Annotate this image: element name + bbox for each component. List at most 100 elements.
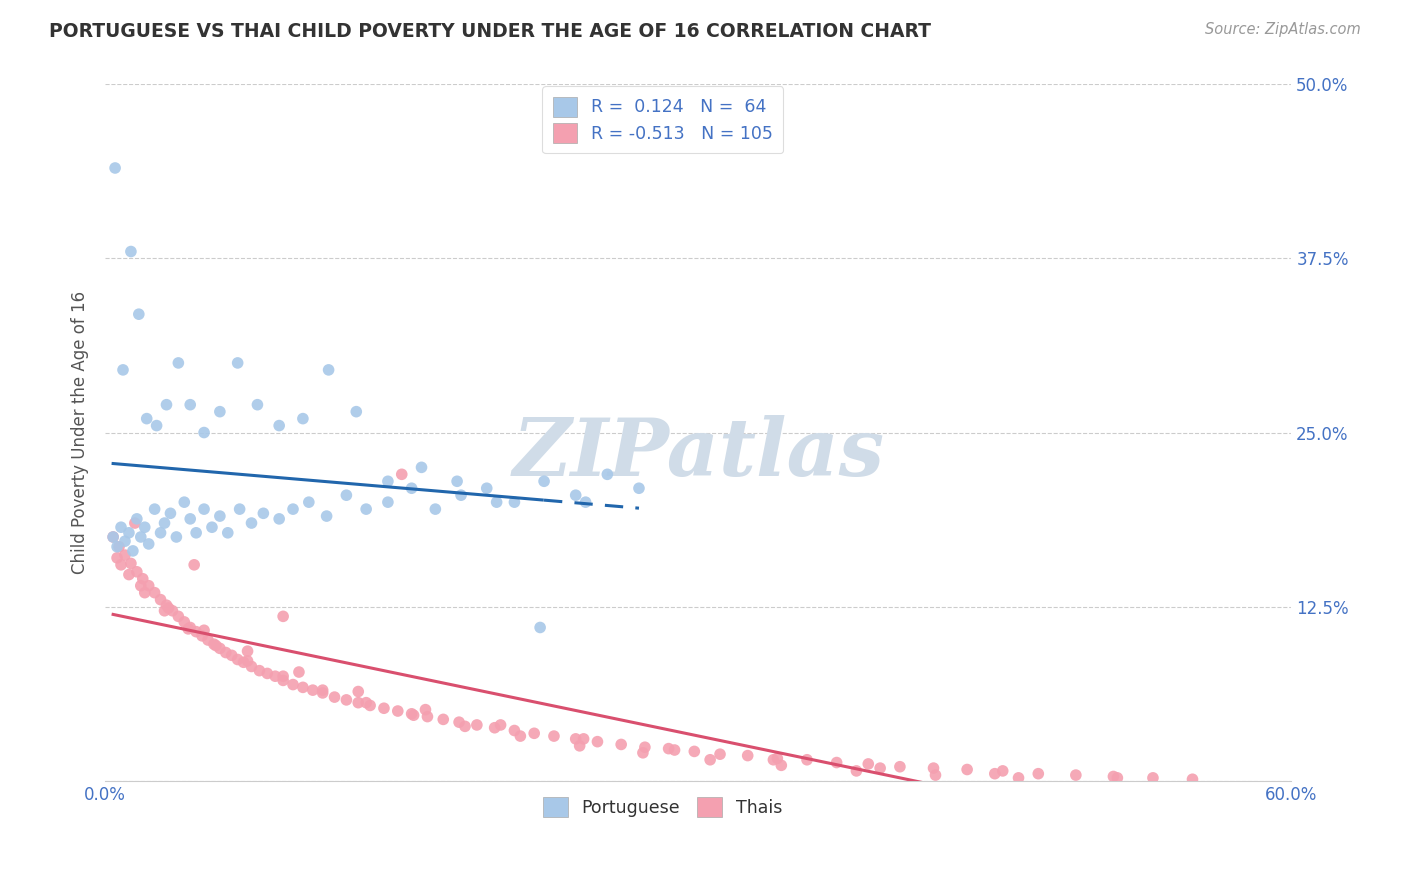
Point (134, 585, 156, 599)
Point (564, 488, 586, 502)
Point (533, 475, 555, 489)
Point (177, 622, 200, 636)
Point (347, 696, 370, 710)
Point (208, 641, 231, 656)
Point (145, 418, 167, 433)
Point (271, 669, 294, 683)
Point (387, 704, 409, 718)
Point (825, 756, 848, 770)
Point (377, 475, 399, 489)
Point (246, 398, 269, 412)
Point (402, 708, 425, 723)
Point (335, 488, 357, 502)
Point (762, 753, 785, 767)
Point (484, 721, 506, 735)
Point (183, 558, 205, 572)
Point (173, 495, 195, 509)
Point (1142, 771, 1164, 785)
Point (564, 731, 586, 746)
Point (416, 709, 439, 723)
Point (120, 557, 142, 571)
Point (108, 540, 131, 554)
Point (104, 161, 127, 175)
Point (271, 609, 294, 624)
Point (120, 244, 142, 259)
Point (373, 701, 395, 715)
Point (858, 756, 880, 771)
Point (311, 686, 333, 700)
Point (135, 411, 157, 425)
Point (193, 624, 215, 638)
Text: ZIPatlas: ZIPatlas (512, 415, 884, 492)
Point (658, 741, 681, 756)
Point (401, 481, 423, 495)
Point (269, 512, 291, 526)
Point (401, 706, 423, 721)
Point (770, 758, 793, 772)
Point (634, 740, 657, 755)
Point (869, 761, 891, 775)
Point (984, 766, 1007, 780)
Point (228, 502, 250, 516)
Point (201, 520, 224, 534)
Legend: Portuguese, Thais: Portuguese, Thais (536, 790, 789, 824)
Point (122, 544, 145, 558)
Point (110, 558, 132, 572)
Point (323, 690, 346, 705)
Point (208, 509, 231, 524)
Point (454, 719, 477, 733)
Point (155, 398, 177, 412)
Point (683, 744, 706, 758)
Point (766, 751, 789, 765)
Point (449, 715, 471, 730)
Point (489, 718, 512, 732)
Point (699, 753, 721, 767)
Point (221, 648, 243, 663)
Point (236, 654, 259, 668)
Point (128, 307, 150, 321)
Point (523, 726, 546, 740)
Point (503, 495, 526, 509)
Point (465, 718, 488, 732)
Point (134, 520, 156, 534)
Point (311, 683, 333, 698)
Point (153, 604, 176, 618)
Point (215, 646, 238, 660)
Point (627, 481, 650, 495)
Point (596, 467, 619, 482)
Point (1007, 771, 1029, 785)
Point (179, 398, 201, 412)
Point (281, 677, 304, 691)
Point (411, 460, 433, 475)
Point (354, 696, 377, 710)
Point (1181, 772, 1204, 787)
Point (252, 506, 274, 520)
Point (114, 534, 136, 549)
Point (271, 673, 294, 688)
Point (149, 525, 172, 540)
Point (110, 520, 132, 534)
Point (118, 567, 141, 582)
Point (129, 530, 152, 544)
Point (924, 768, 946, 782)
Point (193, 425, 215, 440)
Point (264, 669, 287, 683)
Point (240, 659, 263, 673)
Point (1107, 771, 1129, 785)
Point (173, 615, 195, 629)
Point (1026, 766, 1049, 780)
Point (105, 550, 128, 565)
Point (574, 495, 596, 509)
Point (232, 655, 254, 669)
Point (138, 537, 160, 551)
Point (991, 764, 1014, 778)
Point (191, 629, 214, 643)
Point (105, 540, 128, 554)
Point (315, 509, 337, 524)
Point (226, 652, 249, 666)
Point (149, 592, 172, 607)
Text: Source: ZipAtlas.com: Source: ZipAtlas.com (1205, 22, 1361, 37)
Point (202, 637, 225, 651)
Point (159, 506, 181, 520)
Point (186, 624, 208, 639)
